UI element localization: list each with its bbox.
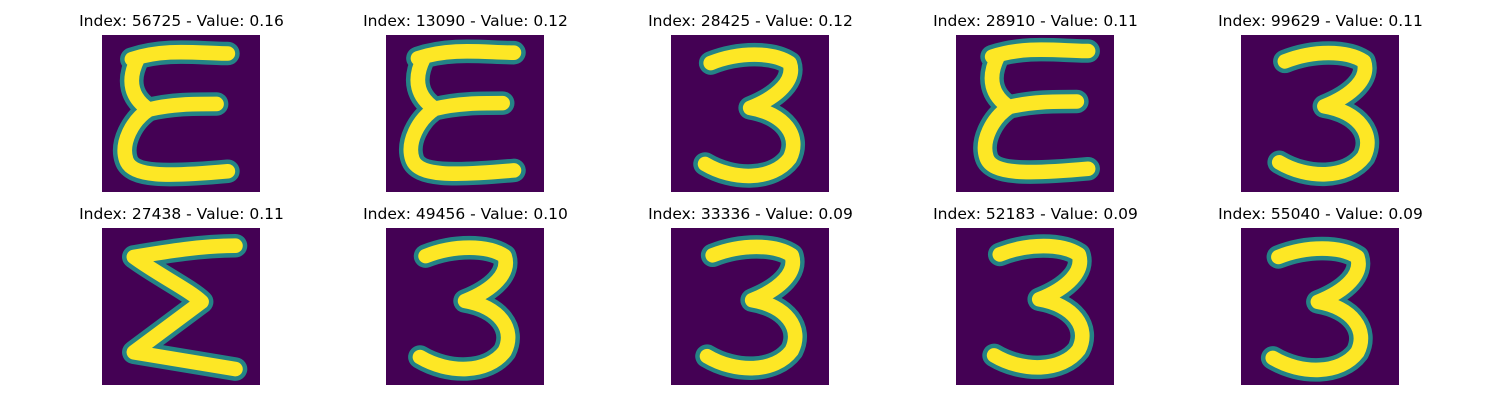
digit-glyph [671,228,829,385]
digit-glyph [102,228,260,385]
panel-title: Index: 13090 - Value: 0.12 [363,12,568,30]
digit-glyph [1241,35,1399,192]
panel-title: Index: 49456 - Value: 0.10 [363,205,568,223]
panel-title: Index: 28910 - Value: 0.11 [933,12,1138,30]
digit-image [1241,35,1399,192]
digit-image [102,228,260,385]
panel-9: Index: 52183 - Value: 0.09 [893,193,1178,385]
panel-10: Index: 55040 - Value: 0.09 [1178,193,1463,385]
digit-image [956,35,1114,192]
digit-glyph [102,35,260,192]
digit-glyph [386,228,544,385]
panel-title: Index: 28425 - Value: 0.12 [648,12,853,30]
digit-image [386,35,544,192]
panel-8: Index: 33336 - Value: 0.09 [608,193,893,385]
panel-5: Index: 99629 - Value: 0.11 [1178,0,1463,192]
digit-image [671,228,829,385]
digit-image [956,228,1114,385]
panel-7: Index: 49456 - Value: 0.10 [323,193,608,385]
panel-title: Index: 52183 - Value: 0.09 [933,205,1138,223]
digit-glyph [386,35,544,192]
panel-title: Index: 27438 - Value: 0.11 [79,205,284,223]
panel-title: Index: 55040 - Value: 0.09 [1218,205,1423,223]
digit-image [386,228,544,385]
digit-image [1241,228,1399,385]
digit-glyph [956,35,1114,192]
panel-1: Index: 56725 - Value: 0.16 [39,0,324,192]
digit-image [671,35,829,192]
panel-title: Index: 33336 - Value: 0.09 [648,205,853,223]
panel-3: Index: 28425 - Value: 0.12 [608,0,893,192]
digit-glyph [1241,228,1399,385]
digit-glyph [956,228,1114,385]
digit-image [102,35,260,192]
panel-title: Index: 56725 - Value: 0.16 [79,12,284,30]
digit-glyph [671,35,829,192]
panel-2: Index: 13090 - Value: 0.12 [323,0,608,192]
panel-title: Index: 99629 - Value: 0.11 [1218,12,1423,30]
panel-4: Index: 28910 - Value: 0.11 [893,0,1178,192]
panel-6: Index: 27438 - Value: 0.11 [39,193,324,385]
